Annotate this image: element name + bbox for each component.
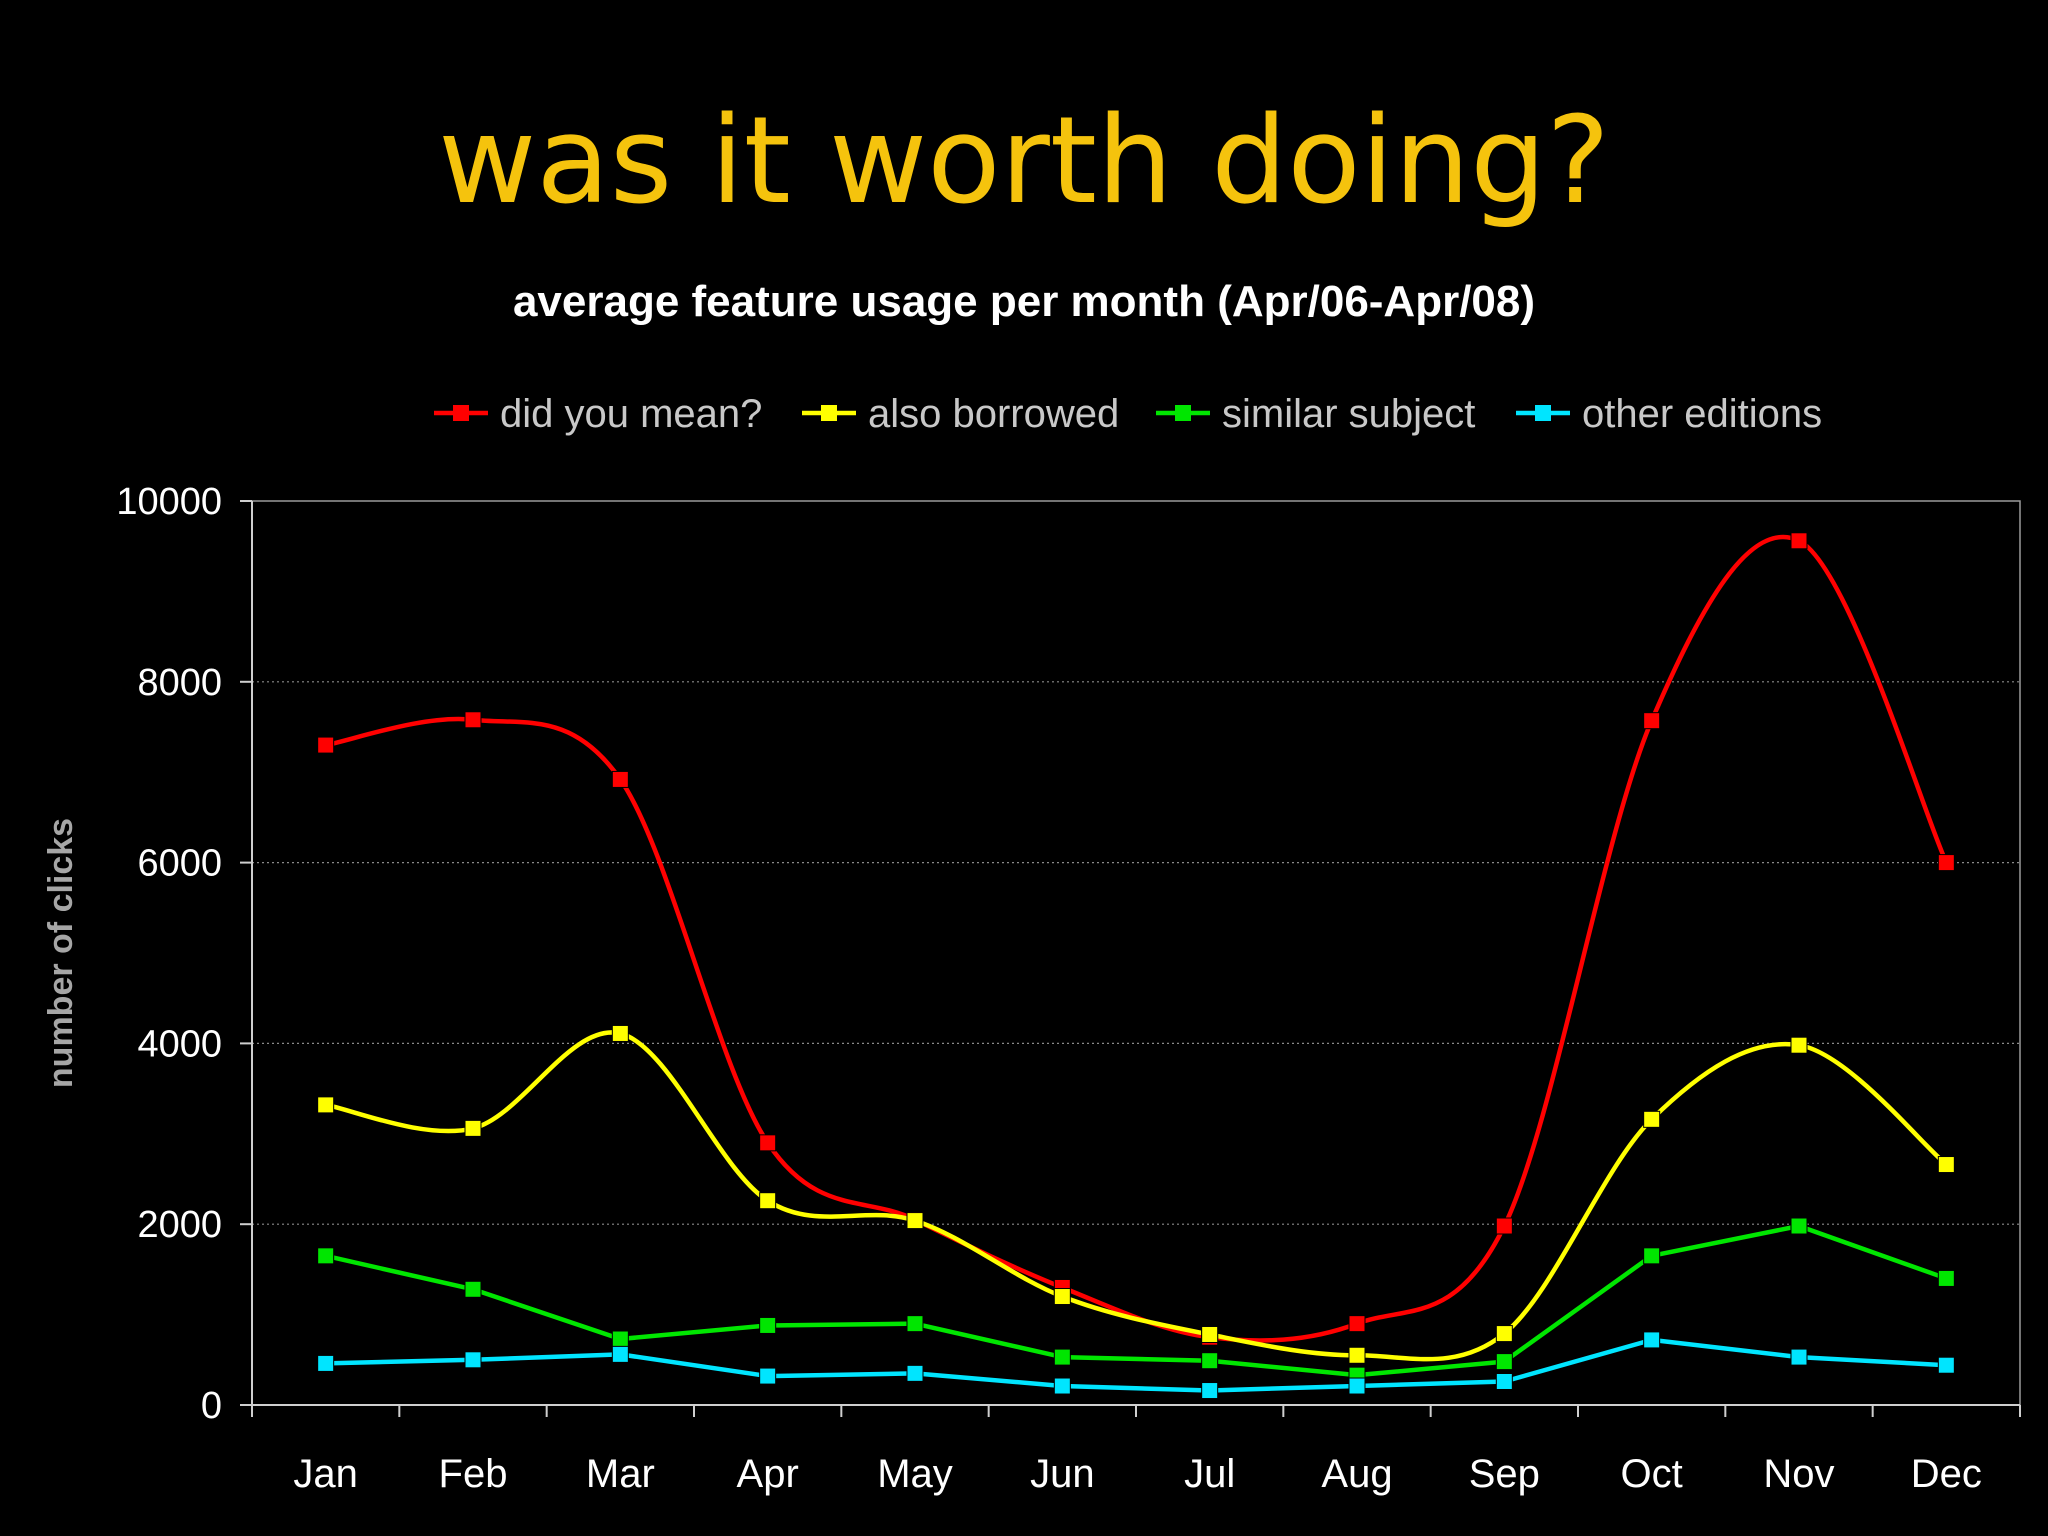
marker-similar-subject-nov [1790,1217,1808,1235]
marker-other-editions-aug [1348,1377,1366,1395]
marker-similar-subject-jun [1053,1348,1071,1366]
legend-item-did-you-mean: did you mean? [434,392,762,436]
marker-also-borrowed-apr [759,1192,777,1210]
marker-did-you-mean-jan [317,736,335,754]
y-tick-label-5: 10000 [116,481,222,523]
legend-swatch-marker [1535,405,1551,421]
marker-also-borrowed-nov [1790,1036,1808,1054]
series-line-also-borrowed [325,1030,1948,1362]
marker-also-borrowed-jul [1201,1325,1219,1343]
chart-title: average feature usage per month (Apr/06-… [513,277,1535,326]
marker-other-editions-apr [759,1367,777,1385]
marker-similar-subject-dec [1937,1269,1955,1287]
marker-similar-subject-jul [1201,1352,1219,1370]
slide-title: was it worth doing? [438,92,1610,231]
marker-also-borrowed-sep [1495,1325,1513,1343]
marker-similar-subject-may [906,1315,924,1333]
marker-other-editions-may [906,1364,924,1382]
marker-other-editions-jul [1201,1382,1219,1400]
marker-also-borrowed-aug [1348,1346,1366,1364]
y-tick-label-2: 4000 [137,1023,222,1065]
marker-similar-subject-oct [1643,1247,1661,1265]
marker-other-editions-nov [1790,1348,1808,1366]
marker-did-you-mean-apr [759,1134,777,1152]
marker-also-borrowed-feb [464,1119,482,1137]
marker-similar-subject-feb [464,1280,482,1298]
marker-also-borrowed-mar [611,1024,629,1042]
marker-similar-subject-jan [317,1247,335,1265]
grid-lines [252,681,2020,1225]
marker-similar-subject-sep [1495,1353,1513,1371]
x-tick-label-aug: Aug [1321,1452,1392,1496]
marker-similar-subject-apr [759,1316,777,1334]
y-tick-label-0: 0 [201,1385,222,1427]
legend-swatch-marker [453,405,469,421]
marker-did-you-mean-sep [1495,1217,1513,1235]
y-tick-label-3: 6000 [137,843,222,885]
x-axis-ticks: Jan Feb Mar Apr May Jun Jul Aug Sep Oct Nov Dec [251,1405,2021,1496]
series-lines [325,534,1949,1393]
y-tick-label-4: 8000 [137,662,222,704]
y-axis-label: number of clicks [42,818,80,1088]
series-markers [317,532,1955,1400]
x-tick-label-jul: Jul [1184,1452,1235,1496]
marker-other-editions-dec [1937,1356,1955,1374]
legend-swatch-marker [821,405,837,421]
series-line-other-editions [325,1337,1947,1393]
series-line-did-you-mean [325,534,1949,1343]
series-line-similar-subject [325,1223,1948,1378]
plot-area [251,500,2021,1406]
marker-other-editions-sep [1495,1372,1513,1390]
marker-other-editions-oct [1643,1331,1661,1349]
marker-did-you-mean-nov [1790,532,1808,550]
marker-similar-subject-mar [611,1330,629,1348]
legend-item-other-editions: other editions [1516,392,1822,436]
x-tick-label-jun: Jun [1030,1452,1095,1496]
legend-label: similar subject [1222,392,1475,436]
chart-legend: did you mean? also borrowed similar subjec… [434,392,1822,436]
x-tick-label-jan: Jan [293,1452,358,1496]
marker-did-you-mean-feb [464,711,482,729]
marker-also-borrowed-dec [1937,1156,1955,1174]
legend-label: did you mean? [500,392,762,436]
marker-also-borrowed-jan [317,1096,335,1114]
x-tick-label-feb: Feb [439,1452,508,1496]
x-tick-label-nov: Nov [1763,1452,1834,1496]
marker-did-you-mean-aug [1348,1315,1366,1333]
legend-label: other editions [1582,392,1822,436]
x-tick-label-dec: Dec [1911,1452,1982,1496]
marker-other-editions-jan [317,1354,335,1372]
marker-also-borrowed-jun [1053,1288,1071,1306]
x-tick-label-may: May [877,1452,953,1496]
marker-also-borrowed-may [906,1212,924,1230]
y-tick-label-1: 2000 [137,1204,222,1246]
legend-item-similar-subject: similar subject [1156,392,1475,436]
marker-other-editions-mar [611,1345,629,1363]
marker-did-you-mean-oct [1643,712,1661,730]
x-tick-label-mar: Mar [586,1452,655,1496]
axes [251,501,2020,1417]
y-axis-ticks: 0 2000 4000 6000 8000 10000 [116,481,252,1427]
legend-item-also-borrowed: also borrowed [802,392,1119,436]
x-tick-label-apr: Apr [737,1452,799,1496]
x-tick-label-sep: Sep [1469,1452,1540,1496]
legend-swatch-marker [1175,405,1191,421]
marker-also-borrowed-oct [1643,1110,1661,1128]
legend-label: also borrowed [868,392,1119,436]
marker-other-editions-jun [1053,1377,1071,1395]
marker-did-you-mean-dec [1937,854,1955,872]
x-tick-label-oct: Oct [1621,1452,1683,1496]
marker-other-editions-feb [464,1351,482,1369]
marker-did-you-mean-mar [611,770,629,788]
